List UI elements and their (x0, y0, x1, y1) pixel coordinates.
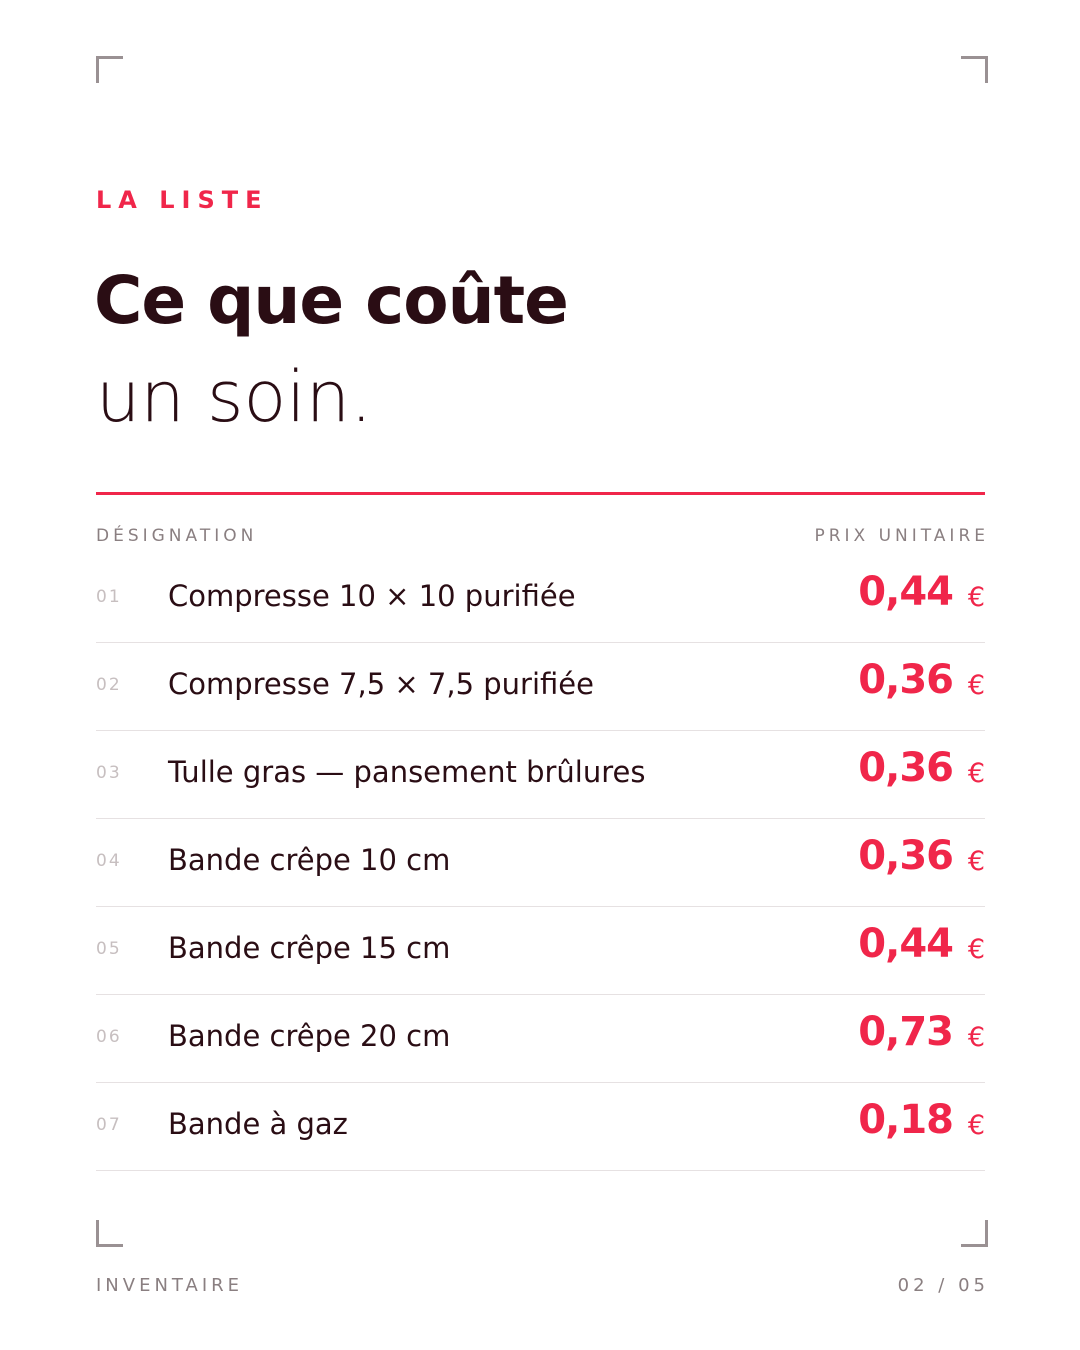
corner-mark (96, 56, 123, 83)
item-price: 0,36 (858, 833, 954, 879)
currency: € (967, 1022, 985, 1053)
item-label: Bande crêpe 10 cm (168, 843, 451, 877)
currency: € (967, 846, 985, 877)
column-header: PRIX UNITAIRE (814, 526, 989, 546)
title: Ce que coûte (94, 262, 569, 339)
item-price: 0,36 (858, 745, 954, 791)
table-row: 07 Bande à gaz 0,18 € (96, 1083, 985, 1171)
currency: € (967, 670, 985, 701)
currency: € (967, 934, 985, 965)
footer-label: INVENTAIRE (96, 1275, 244, 1296)
currency: € (967, 758, 985, 789)
row-index: 07 (96, 1115, 122, 1135)
eyebrow: LA LISTE (96, 186, 269, 214)
item-price: 0,44 (858, 921, 954, 967)
item-label: Bande à gaz (168, 1107, 348, 1141)
item-price: 0,73 (858, 1009, 954, 1055)
item-label: Compresse 7,5 × 7,5 purifiée (168, 667, 594, 701)
subtitle: un soin. (96, 356, 373, 438)
corner-mark (961, 1220, 988, 1247)
row-index: 05 (96, 939, 122, 959)
corner-mark (96, 1220, 123, 1247)
row-index: 02 (96, 675, 122, 695)
item-label: Bande crêpe 20 cm (168, 1019, 451, 1053)
item-label: Compresse 10 × 10 purifiée (168, 579, 576, 613)
item-price: 0,44 (858, 569, 954, 615)
page-number: 02 / 05 (897, 1275, 989, 1296)
row-index: 04 (96, 851, 122, 871)
row-index: 03 (96, 763, 122, 783)
table-row: 01 Compresse 10 × 10 purifiée 0,44 € (96, 555, 985, 643)
item-price: 0,18 (858, 1097, 954, 1143)
item-label: Tulle gras — pansement brûlures (168, 755, 646, 789)
table-row: 03 Tulle gras — pansement brûlures 0,36 € (96, 731, 985, 819)
divider (96, 492, 985, 495)
item-label: Bande crêpe 15 cm (168, 931, 451, 965)
table-row: 04 Bande crêpe 10 cm 0,36 € (96, 819, 985, 907)
table-row: 02 Compresse 7,5 × 7,5 purifiée 0,36 € (96, 643, 985, 731)
corner-mark (961, 56, 988, 83)
currency: € (967, 1110, 985, 1141)
table-row: 05 Bande crêpe 15 cm 0,44 € (96, 907, 985, 995)
table-row: 06 Bande crêpe 20 cm 0,73 € (96, 995, 985, 1083)
row-index: 01 (96, 587, 122, 607)
currency: € (967, 582, 985, 613)
row-index: 06 (96, 1027, 122, 1047)
item-price: 0,36 (858, 657, 954, 703)
column-header: DÉSIGNATION (96, 526, 258, 546)
